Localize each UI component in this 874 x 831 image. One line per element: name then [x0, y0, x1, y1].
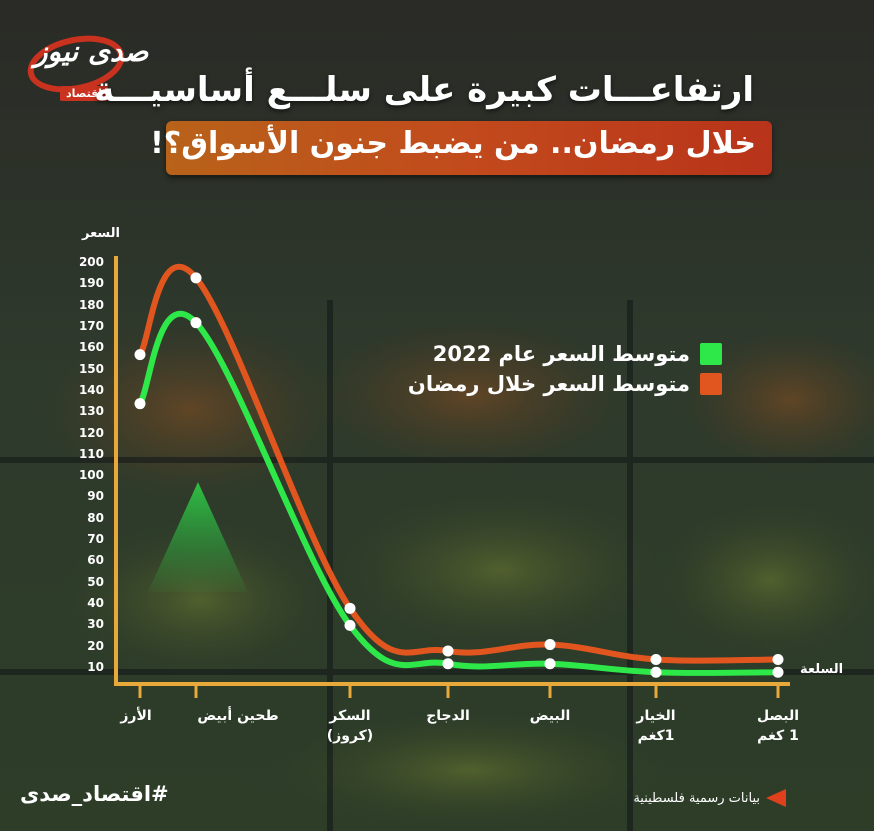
hashtag: #اقتصاد_صدى	[20, 782, 169, 806]
y-tick-label: 100	[78, 468, 104, 483]
legend-item-ramadan: متوسط السعر خلال رمضان	[408, 370, 722, 398]
data-point-2022	[134, 398, 146, 410]
data-point-ramadan	[134, 349, 146, 361]
y-tick-label: 190	[78, 276, 104, 291]
data-point-2022	[190, 317, 202, 329]
y-tick-label: 40	[87, 596, 104, 611]
logo-subtitle: اقتصاد	[60, 86, 109, 101]
headline: ارتفاعـــات كبيرة على سلـــع أساسيـــة	[94, 70, 754, 110]
y-tick-label: 130	[78, 404, 104, 419]
x-category-unit: 1كغم	[637, 728, 675, 744]
y-tick-label: 60	[87, 553, 104, 568]
source-note: بيانات رسمية فلسطينية	[633, 791, 760, 806]
x-category-label: الأرز	[81, 706, 191, 726]
x-category-name: البصل	[756, 708, 800, 724]
data-point-2022	[544, 658, 556, 670]
y-axis-title: السعر	[82, 226, 120, 241]
subheadline-banner	[166, 121, 772, 175]
x-axis-title: السلعة	[800, 662, 844, 677]
legend-label-2022: متوسط السعر عام 2022	[432, 342, 690, 366]
data-point-2022	[344, 619, 356, 631]
data-point-ramadan	[442, 645, 454, 657]
legend-swatch-green	[700, 343, 722, 365]
y-tick-label: 150	[78, 361, 104, 376]
data-point-2022	[650, 666, 662, 678]
logo-text: صدى نيوز	[34, 35, 149, 68]
y-tick-label: 110	[78, 446, 104, 461]
data-point-ramadan	[190, 272, 202, 284]
x-category-name: الدجاج	[426, 708, 470, 724]
data-point-ramadan	[650, 653, 662, 665]
y-tick-label: 160	[78, 340, 104, 355]
x-category-label: البيض	[495, 706, 605, 726]
x-category-label: الدجاج	[393, 706, 503, 726]
y-tick-label: 200	[78, 255, 104, 269]
legend-item-2022: متوسط السعر عام 2022	[433, 340, 722, 368]
y-tick-label: 180	[78, 297, 104, 312]
data-point-ramadan	[544, 639, 556, 651]
x-category-label: طحين أبيض	[183, 706, 293, 726]
series-line-ramadan	[137, 264, 781, 664]
y-tick-label: 10	[87, 660, 104, 674]
data-point-2022	[442, 658, 454, 670]
y-tick-label: 140	[78, 382, 104, 397]
y-tick-label: 80	[87, 510, 104, 525]
x-category-label: البصل 1 كغم	[723, 706, 833, 746]
x-category-label: السكر (كروز)	[295, 706, 405, 746]
y-tick-label: 170	[78, 318, 104, 333]
data-point-2022	[772, 666, 784, 678]
x-category-name: البيض	[529, 708, 571, 724]
y-tick-label: 70	[87, 532, 104, 547]
subheadline: خلال رمضان.. من يضبط جنون الأسواق؟!	[150, 126, 756, 161]
y-tick-label: 50	[87, 574, 104, 589]
x-category-label: الخيار 1كغم	[601, 706, 711, 746]
legend-swatch-orange	[700, 373, 722, 395]
y-tick-label: 120	[78, 425, 104, 440]
legend-label-ramadan: متوسط السعر خلال رمضان	[407, 372, 690, 396]
decorative-light-beam	[148, 482, 248, 592]
x-category-name: الخيار	[636, 708, 676, 724]
y-tick-label: 90	[87, 489, 104, 504]
x-category-name: الأرز	[120, 708, 152, 724]
data-point-ramadan	[772, 653, 784, 665]
source-arrow-icon	[766, 789, 786, 807]
x-category-name: طحين أبيض	[197, 708, 279, 724]
x-category-unit: 1 كغم	[757, 728, 799, 744]
data-point-ramadan	[344, 602, 356, 614]
y-tick-label: 30	[87, 617, 104, 632]
y-tick-label: 20	[87, 638, 104, 653]
x-category-unit: (كروز)	[326, 728, 374, 744]
x-category-name: السكر	[329, 708, 371, 724]
